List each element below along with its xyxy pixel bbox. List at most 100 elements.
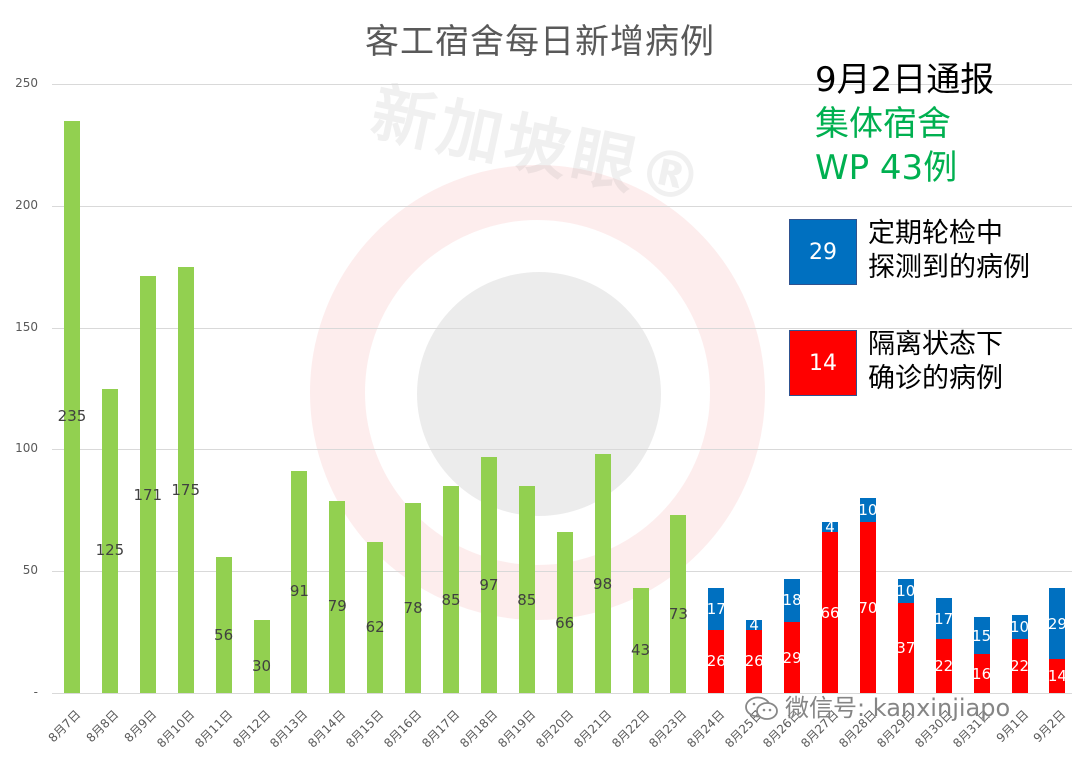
bar-segment (746, 629, 763, 693)
data-label: 22 (1009, 657, 1030, 676)
bar-segment (822, 532, 838, 693)
bar-segment (64, 120, 80, 693)
bar-segment (1049, 588, 1066, 659)
y-tick-label: 50 (22, 563, 38, 578)
bar-segment (784, 578, 801, 623)
bar-segment (784, 622, 801, 693)
bar-segment (329, 500, 346, 693)
data-label: 17 (706, 599, 726, 618)
bar-segment (518, 485, 535, 693)
gridline (52, 205, 1072, 207)
legend-quarantine-label: 隔离状态下 确诊的病例 (868, 328, 1003, 396)
bar-segment (291, 471, 308, 693)
report-date-headline: 9月2日通报 (815, 60, 995, 100)
y-tick-label: - (33, 685, 38, 699)
data-label: 98 (593, 575, 613, 593)
bar-segment (101, 388, 118, 693)
bar-segment (480, 456, 497, 693)
wechat-icon (745, 696, 779, 722)
data-label: 4 (825, 518, 835, 537)
data-label: 18 (782, 591, 802, 610)
data-label: 235 (57, 407, 87, 425)
legend-quarantine-swatch: 14 (789, 330, 857, 396)
legend-routine-label: 定期轮检中 探测到的病例 (868, 217, 1030, 285)
bar-segment (177, 266, 194, 693)
bar-segment (859, 498, 876, 523)
data-label: 78 (403, 599, 423, 617)
legend-quarantine-line2: 确诊的病例 (868, 363, 1003, 394)
wechat-watermark: 微信号: kanxinjiapo (745, 688, 1010, 723)
data-label: 15 (972, 626, 992, 645)
bar-segment (253, 619, 270, 693)
bar-segment (1011, 615, 1028, 640)
bar-segment (367, 541, 384, 693)
data-label: 26 (744, 652, 764, 671)
bar-segment (935, 597, 952, 640)
data-label: 17 (934, 609, 954, 628)
data-label: 171 (133, 486, 163, 504)
y-tick-label: 250 (15, 76, 38, 90)
data-label: 66 (820, 603, 840, 622)
bar-segment (897, 602, 914, 693)
gridline (52, 327, 1072, 329)
bar-segment (708, 588, 725, 630)
data-label: 14 (1047, 666, 1067, 685)
bar-segment (1049, 658, 1066, 693)
data-label: 4 (749, 615, 759, 634)
watermark-eye-icon (417, 272, 661, 516)
data-label: 10 (858, 501, 878, 520)
bar-segment (897, 578, 914, 603)
data-label: 29 (1047, 614, 1067, 633)
gridline (52, 693, 1072, 694)
data-label: 29 (782, 648, 802, 667)
y-tick-label: 100 (15, 441, 38, 456)
data-label: 85 (517, 591, 537, 609)
data-label: 91 (289, 582, 309, 600)
chart-title: 客工宿舍每日新增病例 (365, 22, 715, 62)
wp-case-count: WP 43例 (815, 148, 958, 188)
data-label: 56 (214, 626, 234, 644)
data-label: 97 (479, 576, 499, 594)
bar-segment (935, 639, 952, 693)
bar-segment (405, 502, 422, 693)
bar-segment (708, 629, 725, 693)
bar-segment (139, 276, 156, 693)
bar-segment (859, 522, 876, 693)
data-label: 73 (668, 605, 688, 623)
bar-segment (443, 485, 459, 693)
data-label: 37 (896, 638, 916, 657)
bar-segment (215, 556, 232, 693)
bar-segment (556, 532, 573, 693)
bar-segment (1011, 639, 1028, 693)
legend-routine-line1: 定期轮检中 (868, 218, 1003, 249)
bar-segment (594, 454, 611, 693)
data-label: 175 (171, 481, 200, 499)
legend-routine-line2: 探测到的病例 (868, 252, 1030, 283)
data-label: 16 (972, 664, 992, 683)
data-label: 10 (1009, 618, 1030, 637)
data-label: 26 (706, 652, 726, 671)
data-label: 70 (858, 598, 878, 617)
data-label: 79 (327, 597, 347, 615)
dormitory-label: 集体宿舍 (815, 104, 951, 144)
data-label: 43 (630, 641, 651, 659)
legend-routine-swatch: 29 (789, 219, 857, 285)
data-label: 10 (896, 581, 916, 600)
y-tick-label: 200 (15, 197, 38, 212)
gridline (52, 449, 1072, 451)
wechat-id: 微信号: kanxinjiapo (785, 694, 1011, 722)
bar-segment (746, 619, 763, 630)
bar-segment (670, 515, 687, 693)
data-label: 66 (555, 614, 575, 632)
data-label: 85 (441, 591, 461, 609)
data-label: 62 (365, 618, 385, 636)
gridline (52, 84, 1072, 85)
bar-segment (973, 617, 990, 654)
data-label: 30 (251, 657, 272, 675)
legend-quarantine-line1: 隔离状态下 (868, 329, 1003, 360)
bar-segment (632, 588, 649, 693)
data-label: 125 (95, 541, 125, 559)
bar-segment (822, 522, 838, 533)
data-label: 22 (934, 657, 954, 676)
